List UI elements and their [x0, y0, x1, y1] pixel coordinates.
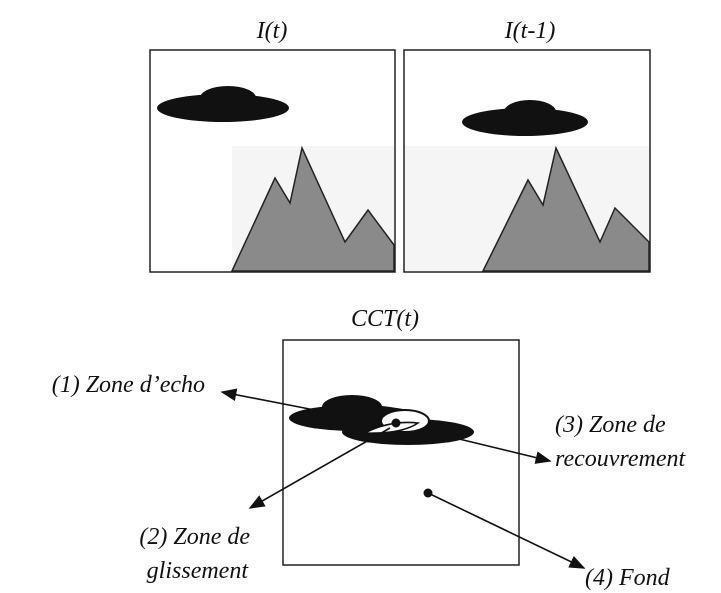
zone-label: glissement	[147, 558, 250, 584]
zone-label: (3) Zone de	[555, 412, 666, 438]
zone-label: (1) Zone d’echo	[52, 372, 205, 398]
result-label: CCT(t)	[351, 306, 419, 332]
frame-label: I(t-1)	[504, 18, 556, 44]
zone-label: (4) Fond	[585, 565, 671, 591]
frame-t-1: I(t-1)	[403, 18, 651, 273]
zone-label: recouvrement	[555, 446, 686, 472]
frame-label: I(t)	[256, 18, 288, 44]
arrows	[220, 388, 586, 569]
result-frame: CCT(t)	[282, 306, 520, 566]
zone-label: (2) Zone de	[139, 524, 250, 550]
frame-t: I(t)	[149, 18, 396, 273]
